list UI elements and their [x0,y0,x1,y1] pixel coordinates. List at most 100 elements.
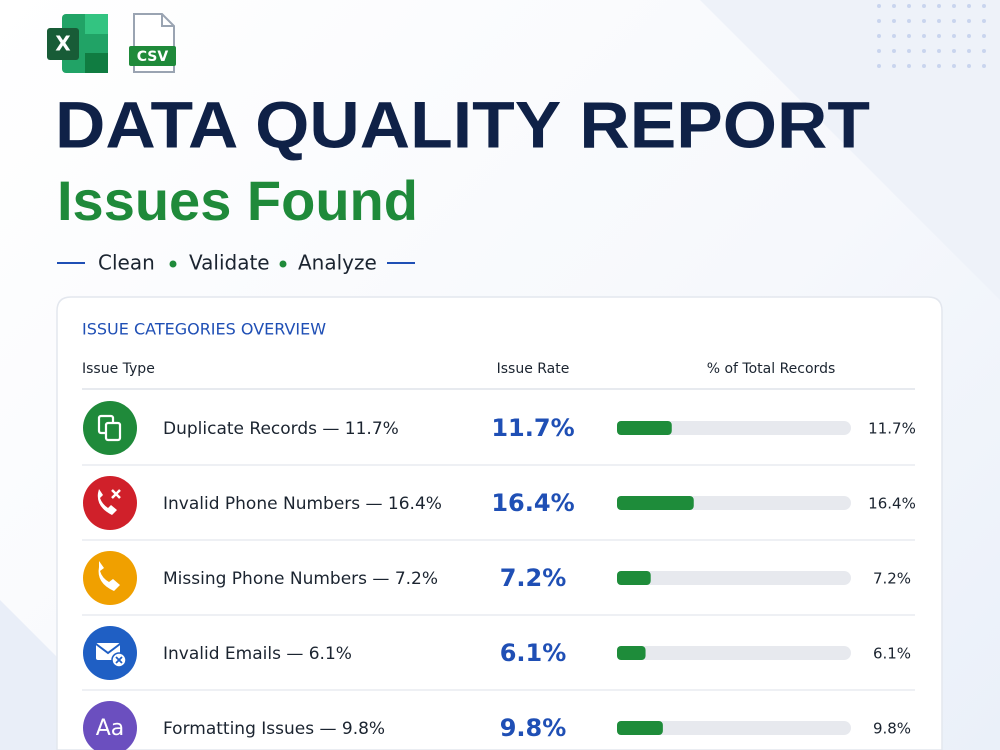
icon-glyph [97,489,117,515]
dot [952,49,956,53]
dot [937,19,941,23]
column-header: Issue Rate [497,361,570,377]
row: Missing Phone Numbers — 7.2% 7.2% 7.2% [82,551,915,616]
card [56,296,943,750]
row-rate: 7.2% [500,564,567,592]
dot [892,49,896,53]
bar-track [617,646,851,660]
dot [922,34,926,38]
row-label: Invalid Emails — 6.1% [163,644,352,664]
icon-glyph [95,643,121,655]
dot [892,19,896,23]
dot [907,49,911,53]
excel-cell [85,53,108,73]
dot [937,34,941,38]
icon-glyph [104,421,122,442]
dot [907,19,911,23]
bar [617,496,694,510]
bar [617,721,663,735]
excel-cell [85,14,108,34]
bar [617,421,672,435]
dot [877,4,881,8]
row-rate: 6.1% [500,639,567,667]
dot [892,64,896,68]
dot [967,19,971,23]
bar-value-label: 6.1% [873,645,911,663]
row-rate: 11.7% [491,414,574,442]
csv-icon: CSV [129,13,176,73]
row: Invalid Phone Numbers — 16.4% 16.4% 16.4% [82,476,916,541]
dot [967,34,971,38]
dot-pattern [877,4,986,68]
card-heading: ISSUE CATEGORIES OVERVIEW [82,320,326,339]
row-icon [83,551,137,605]
excel-letter: X [55,32,71,56]
dot [877,34,881,38]
dot [922,64,926,68]
dot [937,49,941,53]
icon-text: Aa [96,716,125,741]
bar-value-label: 11.7% [868,420,916,438]
dot [907,64,911,68]
dot [967,4,971,8]
dot [922,49,926,53]
tag: Analyze [298,251,377,275]
title: DATA QUALITY REPORT [55,87,870,161]
dot [982,4,986,8]
dot [967,64,971,68]
dot [922,19,926,23]
dot [892,34,896,38]
bar [617,646,646,660]
row: Aa Formatting Issues — 9.8% 9.8% 9.8% [83,701,911,750]
dot [982,34,986,38]
row-icon [83,476,137,530]
dot [952,19,956,23]
bar-value-label: 7.2% [873,570,911,588]
dot [937,4,941,8]
dot [952,4,956,8]
bar-track [617,421,851,435]
column-header: % of Total Records [707,361,836,377]
column-header: Issue Type [82,361,155,377]
bar-value-label: 9.8% [873,720,911,738]
dot [982,64,986,68]
row: Invalid Emails — 6.1% 6.1% 6.1% [82,626,915,691]
icon-glyph [111,489,121,499]
dot [952,34,956,38]
excel-icon: X [47,14,108,73]
bar-value-label: 16.4% [868,495,916,513]
tag: Clean [98,251,155,275]
dot [967,49,971,53]
row-rate: 16.4% [491,489,574,517]
rows: Duplicate Records — 11.7% 11.7% 11.7% Inval… [82,401,916,750]
icon-glyph [98,561,120,591]
row-label: Formatting Issues — 9.8% [163,719,385,739]
row-icon [83,701,137,750]
excel-badge [47,28,79,60]
dot [937,64,941,68]
row-label: Duplicate Records — 11.7% [163,419,399,439]
dot [907,4,911,8]
tag: Validate [189,251,270,275]
tag-dot [279,260,287,268]
bar [617,571,651,585]
row: Duplicate Records — 11.7% 11.7% 11.7% [82,401,916,466]
dot [907,34,911,38]
bar-track [617,571,851,585]
csv-label: CSV [137,49,169,65]
dot [952,64,956,68]
tag-dot [169,260,177,268]
dot [922,4,926,8]
row-label: Missing Phone Numbers — 7.2% [163,569,438,589]
dot [877,64,881,68]
dot [877,49,881,53]
row-label: Invalid Phone Numbers — 16.4% [163,494,442,514]
csv-fold [161,14,174,27]
dot [982,19,986,23]
dot [892,4,896,8]
bg-shape [700,0,1000,300]
bar-track [617,721,851,735]
dot [982,49,986,53]
